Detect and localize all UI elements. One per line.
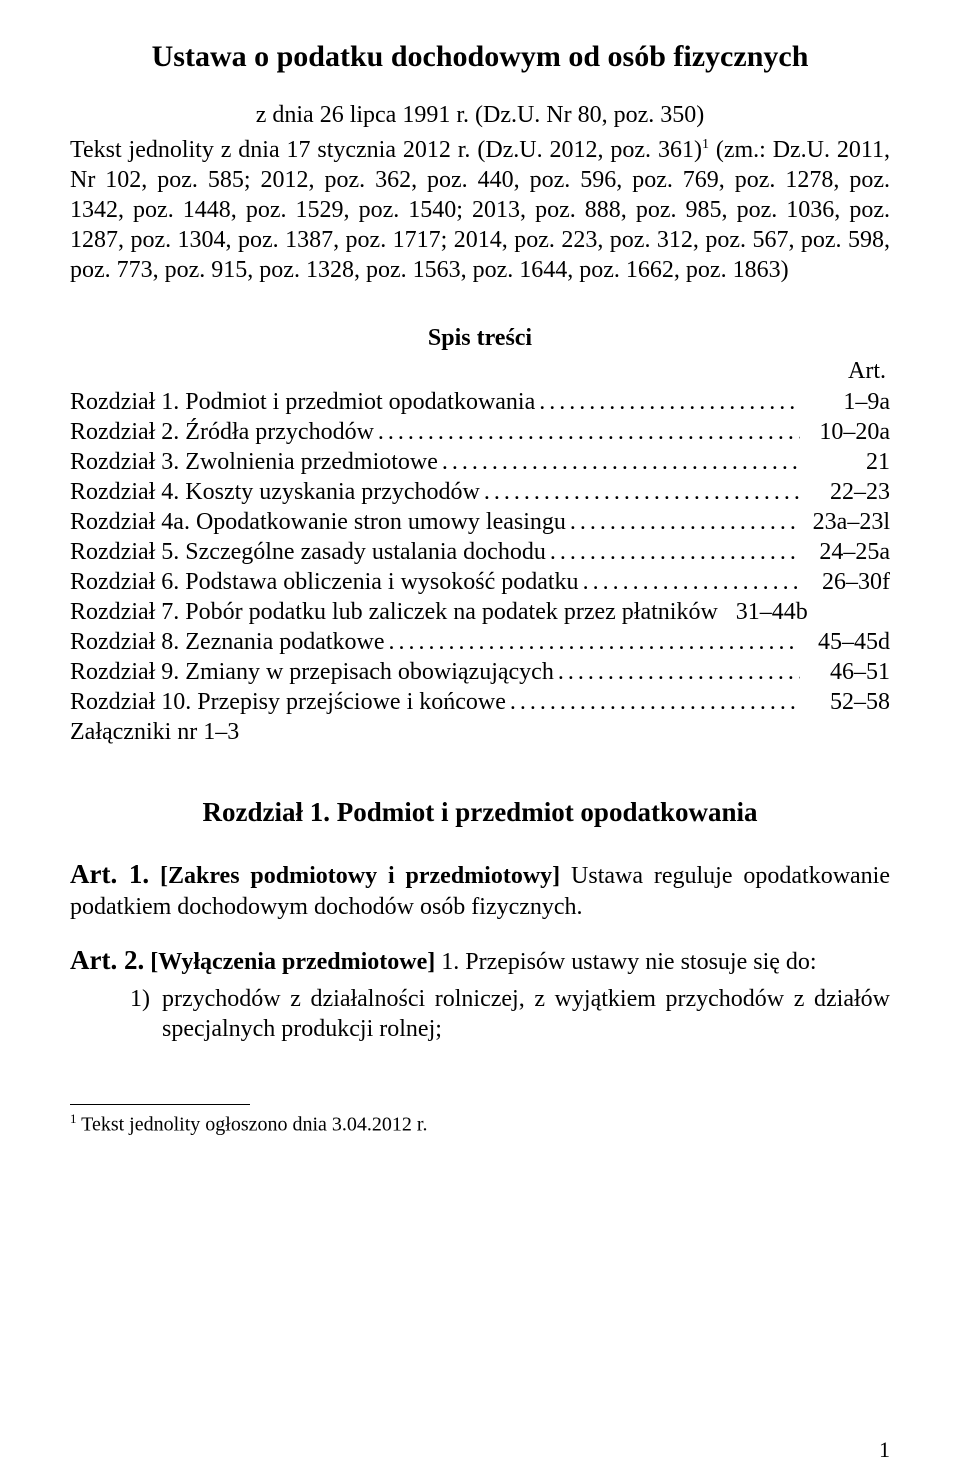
article-2: Art. 2. [Wyłączenia przedmiotowe] 1. Prz… [70, 944, 890, 978]
toc-label: Rozdział 1. Podmiot i przedmiot opodatko… [70, 387, 535, 417]
article-text: 1. Przepisów ustawy nie stosuje się do: [441, 949, 816, 975]
article-1: Art. 1. [Zakres podmiotowy i przedmiotow… [70, 858, 890, 922]
toc-label: Rozdział 5. Szczególne zasady ustalania … [70, 537, 546, 567]
toc-range: 26–30f [800, 567, 890, 597]
toc-label: Rozdział 2. Źródła przychodów [70, 417, 374, 447]
toc-label: Rozdział 3. Zwolnienia przedmiotowe [70, 447, 438, 477]
toc-dots [438, 447, 800, 477]
article-bold-title: [Wyłączenia przedmiotowe] [150, 949, 435, 975]
document-title: Ustawa o podatku dochodowym od osób fizy… [70, 40, 890, 74]
toc-range: 45–45d [800, 627, 890, 657]
article-number: Art. 2. [70, 945, 144, 975]
toc-label: Rozdział 6. Podstawa obliczenia i wysoko… [70, 567, 579, 597]
toc-heading: Spis treści [70, 325, 890, 352]
toc-row: Rozdział 6. Podstawa obliczenia i wysoko… [70, 567, 890, 597]
toc-row: Rozdział 4a. Opodatkowanie stron umowy l… [70, 507, 890, 537]
toc-range: 1–9a [800, 387, 890, 417]
intro-superscript: 1 [702, 137, 709, 152]
toc-label: Rozdział 4a. Opodatkowanie stron umowy l… [70, 507, 566, 537]
article-bold-title: [Zakres podmiotowy i przedmiotowy] [160, 863, 560, 889]
footnote-superscript: 1 [70, 1111, 77, 1126]
toc-label: Rozdział 4. Koszty uzyskania przychodów [70, 477, 480, 507]
list-item-text: przychodów z działalności rolniczej, z w… [162, 984, 890, 1044]
toc-row: Rozdział 5. Szczególne zasady ustalania … [70, 537, 890, 567]
toc-dots [385, 627, 800, 657]
list-item: 1) przychodów z działalności rolniczej, … [70, 984, 890, 1044]
list-item-number: 1) [70, 984, 162, 1044]
toc-appendix: Załączniki nr 1–3 [70, 717, 890, 747]
toc-range: 10–20a [800, 417, 890, 447]
toc-row: Rozdział 9. Zmiany w przepisach obowiązu… [70, 657, 890, 687]
toc-range: 31–44b [718, 597, 808, 627]
toc-label: Rozdział 9. Zmiany w przepisach obowiązu… [70, 657, 554, 687]
toc-row: Rozdział 2. Źródła przychodów 10–20a [70, 417, 890, 447]
toc-dots [506, 687, 800, 717]
toc-art-header: Art. [70, 358, 890, 385]
toc-dots [535, 387, 800, 417]
toc-dots [566, 507, 800, 537]
toc-row: Rozdział 4. Koszty uzyskania przychodów … [70, 477, 890, 507]
table-of-contents: Rozdział 1. Podmiot i przedmiot opodatko… [70, 387, 890, 747]
toc-range: 22–23 [800, 477, 890, 507]
toc-label: Rozdział 8. Zeznania podatkowe [70, 627, 385, 657]
footnote-separator [70, 1104, 250, 1105]
article-2-list: 1) przychodów z działalności rolniczej, … [70, 984, 890, 1044]
toc-range: 23a–23l [800, 507, 890, 537]
toc-range: 46–51 [800, 657, 890, 687]
toc-row: Rozdział 1. Podmiot i przedmiot opodatko… [70, 387, 890, 417]
toc-label: Rozdział 7. Pobór podatku lub zaliczek n… [70, 597, 718, 627]
document-intro: Tekst jednolity z dnia 17 stycznia 2012 … [70, 135, 890, 285]
toc-row: Rozdział 10. Przepisy przejściowe i końc… [70, 687, 890, 717]
toc-dots [554, 657, 800, 687]
footnote: 1 Tekst jednolity ogłoszono dnia 3.04.20… [70, 1111, 890, 1137]
toc-dots [579, 567, 800, 597]
toc-row: Rozdział 8. Zeznania podatkowe 45–45d [70, 627, 890, 657]
toc-row: Rozdział 7. Pobór podatku lub zaliczek n… [70, 597, 890, 627]
page-number: 1 [879, 1437, 890, 1463]
article-number: Art. 1. [70, 859, 149, 889]
toc-dots [374, 417, 800, 447]
intro-part1: Tekst jednolity z dnia 17 stycznia 2012 … [70, 137, 702, 163]
document-page: Ustawa o podatku dochodowym od osób fizy… [0, 0, 960, 1483]
toc-row: Rozdział 3. Zwolnienia przedmiotowe 21 [70, 447, 890, 477]
toc-range: 24–25a [800, 537, 890, 567]
toc-range: 21 [800, 447, 890, 477]
footnote-text: Tekst jednolity ogłoszono dnia 3.04.2012… [81, 1113, 427, 1135]
toc-range: 52–58 [800, 687, 890, 717]
chapter-heading: Rozdział 1. Podmiot i przedmiot opodatko… [70, 797, 890, 828]
document-subtitle: z dnia 26 lipca 1991 r. (Dz.U. Nr 80, po… [70, 102, 890, 129]
toc-dots [480, 477, 800, 507]
toc-label: Rozdział 10. Przepisy przejściowe i końc… [70, 687, 506, 717]
toc-dots [546, 537, 800, 567]
